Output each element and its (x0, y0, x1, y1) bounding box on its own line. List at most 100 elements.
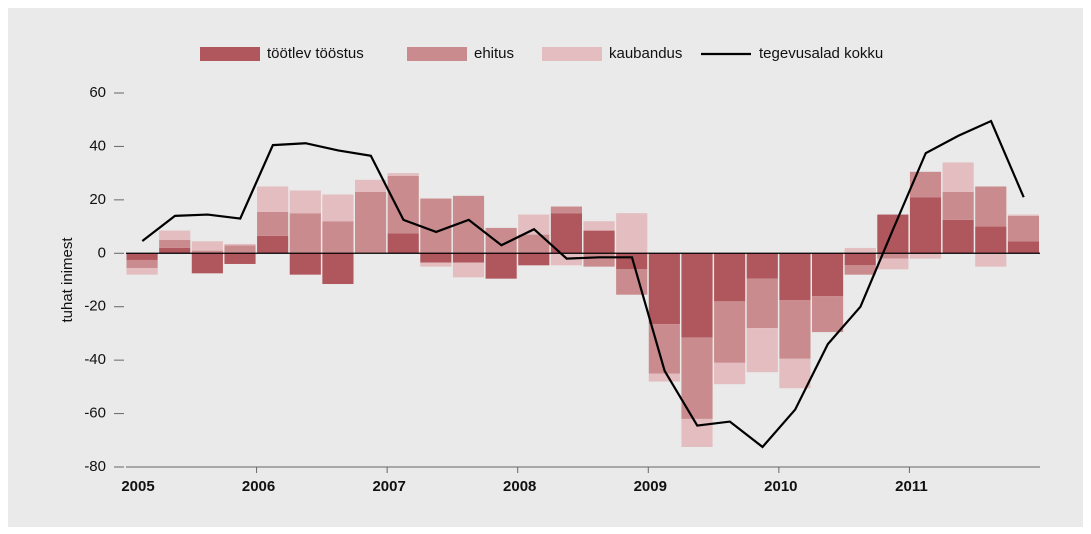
bar (257, 186, 289, 212)
bar (844, 265, 876, 275)
bar (877, 253, 909, 259)
x-tick-label: 2007 (372, 478, 405, 495)
line (141, 119, 1025, 449)
bar (224, 243, 256, 246)
x-tick-label: 2008 (503, 478, 536, 495)
bar (289, 190, 321, 214)
bar (159, 230, 191, 240)
panel (8, 8, 1083, 527)
legend-swatch (407, 47, 467, 61)
bar (322, 253, 354, 285)
bar (420, 253, 452, 263)
y-tick-label: 40 (89, 137, 106, 154)
bar (191, 241, 223, 251)
bar (909, 197, 942, 254)
bar (812, 296, 844, 333)
y-tick-label: -20 (84, 298, 106, 315)
bar (550, 206, 582, 214)
bar (322, 221, 354, 254)
bar (714, 301, 746, 363)
bar (420, 262, 452, 267)
bar (779, 300, 811, 359)
y-tick-label: -40 (84, 351, 106, 368)
bar (257, 211, 289, 236)
bar (583, 253, 615, 267)
bar (420, 198, 452, 254)
bar (159, 247, 191, 254)
bar (1007, 241, 1039, 254)
bar (452, 253, 485, 263)
y-tick-label: 0 (98, 244, 106, 261)
bar (322, 194, 354, 222)
bar (289, 213, 321, 254)
bar (681, 337, 713, 419)
bar (779, 253, 811, 301)
y-tick-label: 20 (89, 191, 106, 208)
bar (681, 253, 713, 338)
bar (779, 358, 811, 389)
y-tick-label: 60 (89, 84, 106, 101)
bar (159, 239, 191, 248)
y-tick-label: -60 (84, 405, 106, 422)
bar (550, 213, 582, 254)
bar (583, 221, 615, 231)
bar (452, 262, 485, 278)
legend-label: tegevusalad kokku (759, 45, 883, 62)
legend-label: töötlev tööstus (267, 45, 364, 62)
bar (942, 191, 974, 220)
bar (518, 253, 550, 266)
bar (355, 191, 387, 254)
y-axis-label: tuhat inimest (59, 237, 76, 323)
bar (942, 162, 974, 192)
bar (355, 179, 387, 192)
bar (909, 171, 942, 198)
x-tick-label: 2009 (634, 478, 667, 495)
bar (126, 259, 158, 268)
bar (844, 247, 876, 254)
bar (1007, 214, 1039, 216)
bar (126, 253, 158, 260)
bar (975, 186, 1007, 227)
bar (518, 234, 550, 254)
legend-swatch (200, 47, 260, 61)
bar (746, 328, 778, 373)
bar (224, 253, 256, 264)
bar (289, 253, 321, 275)
legend-label: kaubandus (609, 45, 682, 62)
x-tick-label: 2010 (764, 478, 797, 495)
bar (191, 250, 223, 254)
bar (191, 253, 223, 274)
y-tick-label: -80 (84, 458, 106, 475)
bar (942, 219, 974, 254)
x-tick-label: 2006 (242, 478, 275, 495)
x-tick-label: 2005 (121, 478, 154, 495)
bar (387, 173, 419, 176)
bar (746, 278, 778, 329)
bar (648, 373, 680, 382)
bar (387, 233, 419, 254)
bar (257, 235, 289, 254)
legend-swatch (542, 47, 602, 61)
bar (583, 230, 615, 254)
bar (975, 226, 1007, 254)
x-tick-label: 2011 (895, 478, 928, 495)
bar (746, 253, 778, 279)
bar (224, 245, 256, 254)
bar (648, 253, 680, 325)
bar (877, 214, 909, 254)
bar (812, 253, 844, 297)
bar (518, 214, 550, 235)
bar (714, 362, 746, 385)
bar (975, 253, 1007, 267)
bar (877, 258, 909, 270)
bar (616, 253, 648, 270)
bar (616, 213, 648, 254)
bar (126, 267, 158, 275)
bar (909, 253, 942, 259)
bar (844, 253, 876, 266)
bar (1007, 215, 1039, 242)
bar (714, 253, 746, 302)
bar (485, 253, 517, 279)
legend-label: ehitus (474, 45, 514, 62)
